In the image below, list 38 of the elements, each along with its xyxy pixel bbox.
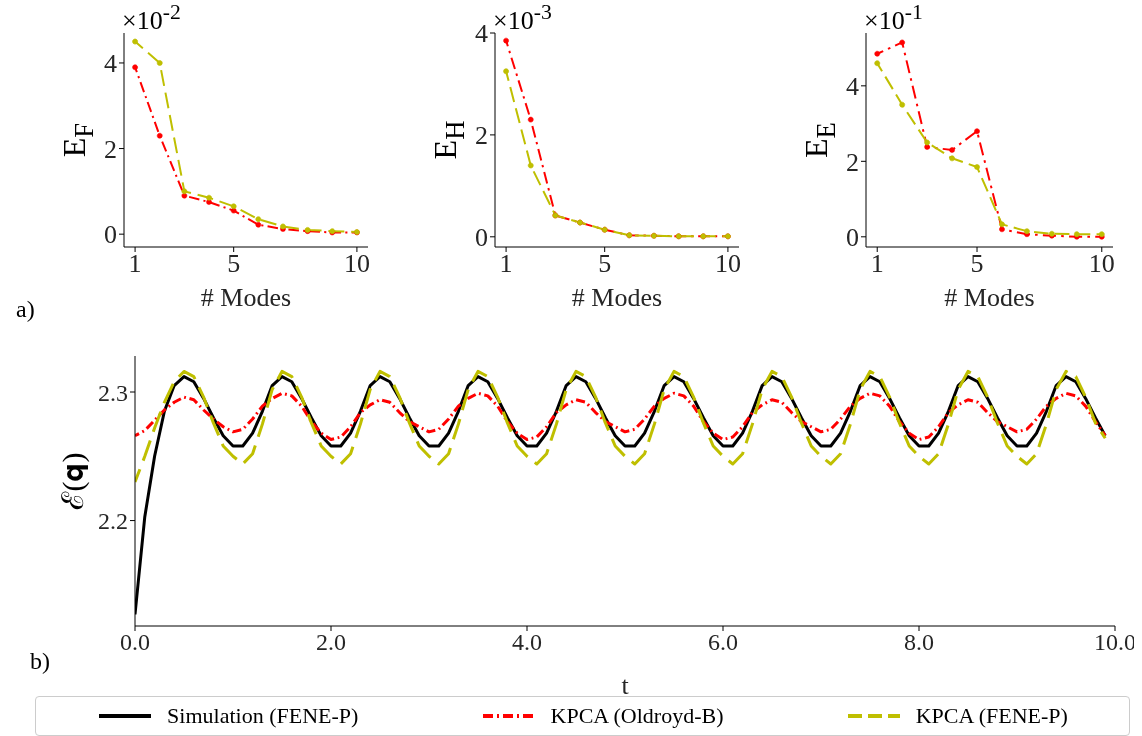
text: b): [30, 648, 50, 675]
x-tick-label: 4.0: [512, 629, 542, 656]
y-tick-label: 2: [475, 121, 488, 151]
x-axis-title: # Modes: [571, 283, 663, 312]
x-tick-label: 8.0: [904, 629, 934, 656]
x-tick-label: 10: [714, 249, 741, 279]
y-tick-label: 4: [475, 19, 488, 49]
x-axis-title: t: [621, 671, 630, 700]
annotation: ×10$^{-1}$: [864, 0, 923, 36]
y-tick-label: 4: [104, 49, 117, 79]
x-tick-label: 1: [499, 249, 513, 279]
text: a): [16, 296, 35, 323]
legend-label: Simulation (FENE-P): [167, 703, 359, 729]
x-axis-title: # Modes: [944, 283, 1035, 312]
y-axis-title: ℰ(𝐪): [54, 451, 90, 511]
x-tick-label: 1: [128, 249, 142, 279]
x-tick-label: 0.0: [120, 629, 150, 656]
x-tick-label: 5: [598, 249, 612, 279]
y-tick-label: 2: [104, 134, 117, 164]
legend-label: KPCA (FENE-P): [915, 703, 1068, 729]
annotation: ×10$^{-2}$: [122, 0, 181, 36]
x-tick-label: 5: [227, 249, 241, 279]
x-axis-title: # Modes: [200, 283, 292, 312]
y-tick-label: 0: [846, 223, 859, 253]
y-tick-label: 4: [846, 72, 859, 102]
y-tick-label: 2.2: [98, 508, 128, 535]
x-tick-label: 10: [1088, 249, 1115, 279]
x-tick-label: 10: [343, 249, 370, 279]
legend-label: KPCA (Oldroyd-B): [550, 703, 724, 729]
annotation: ×10$^{-3}$: [493, 0, 552, 36]
y-tick-label: 0: [104, 220, 117, 250]
y-tick-label: 0: [475, 223, 488, 253]
x-tick-label: 1: [870, 249, 884, 279]
x-tick-label: 6.0: [708, 629, 738, 656]
x-tick-label: 5: [970, 249, 984, 279]
y-tick-label: 2.3: [98, 379, 128, 406]
y-tick-label: 2: [846, 147, 859, 177]
x-tick-label: 2.0: [316, 629, 346, 656]
